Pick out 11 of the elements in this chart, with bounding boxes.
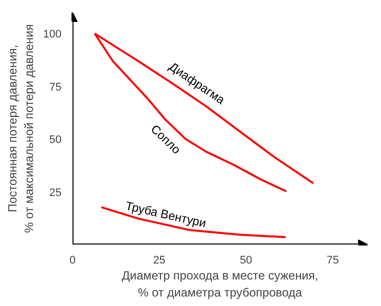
y-axis-title: Постоянная потеря давления, % от максимальной потери давления (5, 24, 36, 233)
y-tick-label: 75 (49, 81, 62, 94)
y-tick-label: 25 (49, 186, 62, 199)
x-tick-label: 75 (326, 254, 339, 266)
y-tick-label: 100 (43, 28, 62, 41)
x-axis-title: Диаметр прохода в месте сужения, % от диаметра трубопровода (122, 268, 318, 300)
y-tick-label: 50 (49, 134, 62, 146)
text: Труба Вентури (124, 198, 208, 230)
x-tick-label: 25 (153, 254, 166, 266)
x-tick-label: 0 (69, 254, 76, 266)
x-tick-label: 50 (240, 254, 252, 266)
